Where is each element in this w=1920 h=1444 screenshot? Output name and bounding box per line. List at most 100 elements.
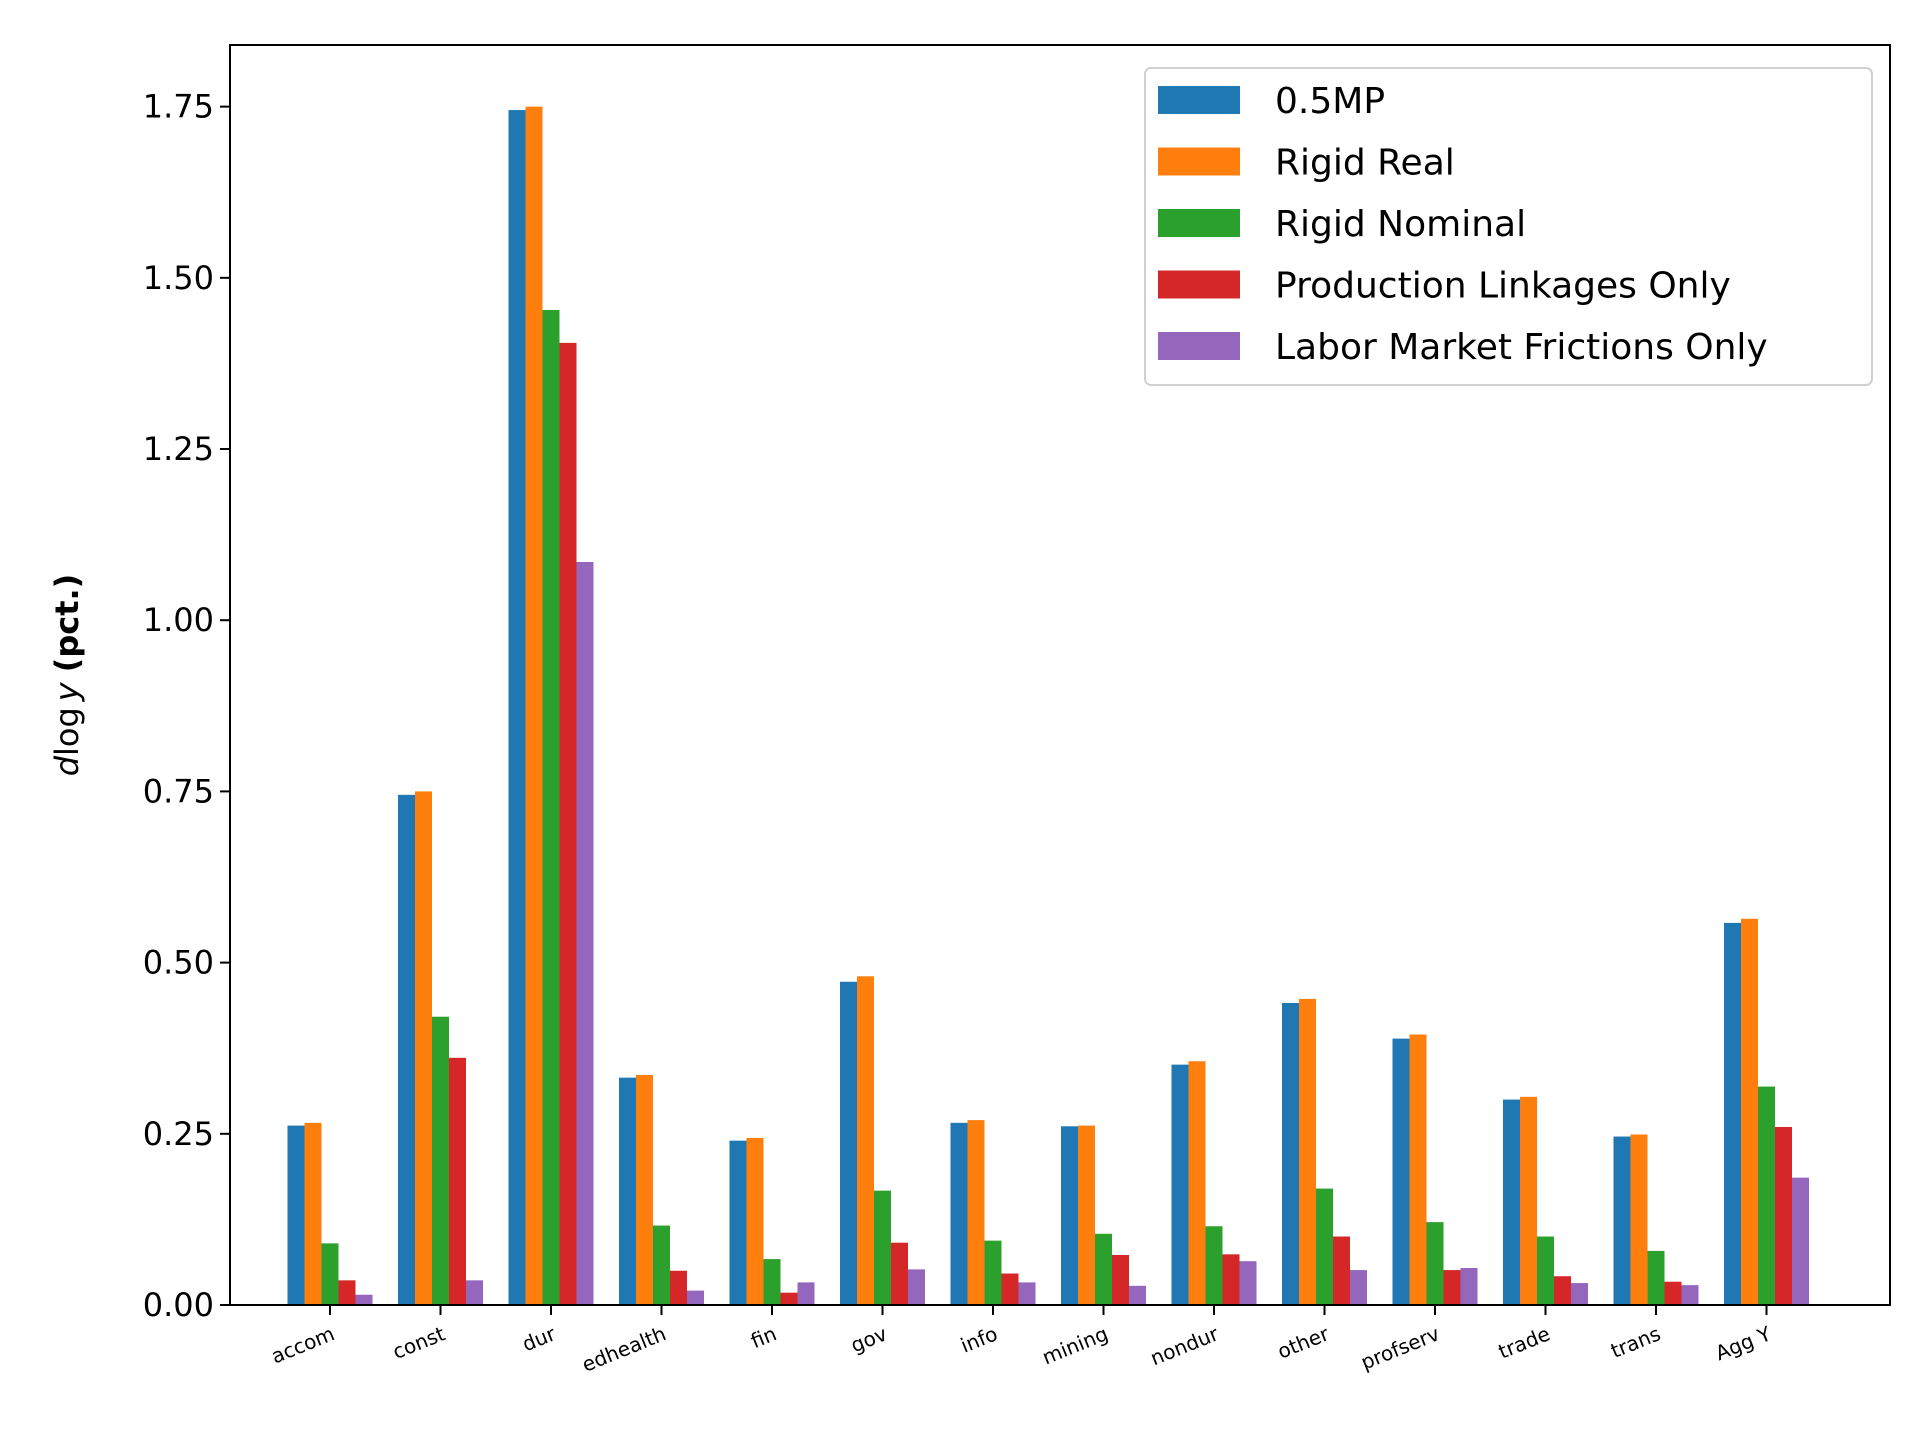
legend-swatch bbox=[1158, 332, 1240, 360]
y-tick-label: 1.50 bbox=[143, 259, 214, 297]
bar-other-series-4 bbox=[1350, 1270, 1367, 1305]
bar-const-series-4 bbox=[466, 1280, 483, 1305]
bar-other-series-0 bbox=[1282, 1003, 1299, 1305]
bar-edhealth-series-2 bbox=[653, 1225, 670, 1305]
bar-nondur-series-2 bbox=[1205, 1226, 1223, 1305]
bar-other-series-2 bbox=[1316, 1188, 1333, 1305]
bar-fin-series-3 bbox=[780, 1292, 798, 1305]
bar-mining-series-1 bbox=[1078, 1125, 1095, 1305]
x-tick-label: trans bbox=[1607, 1321, 1664, 1363]
bar-accom-series-0 bbox=[287, 1125, 305, 1305]
bar-accom-series-1 bbox=[304, 1122, 322, 1305]
bar-trans-series-3 bbox=[1664, 1281, 1682, 1305]
x-tick-label: mining bbox=[1039, 1321, 1112, 1369]
legend-label: 0.5MP bbox=[1275, 81, 1385, 122]
bar-info-series-1 bbox=[967, 1120, 985, 1305]
legend-swatch bbox=[1158, 209, 1240, 237]
bar-profserv-series-2 bbox=[1426, 1222, 1444, 1305]
bar-nondur-series-0 bbox=[1171, 1064, 1189, 1305]
bar-mining-series-3 bbox=[1112, 1255, 1129, 1305]
bar-edhealth-series-1 bbox=[636, 1074, 653, 1305]
bar-trade-series-4 bbox=[1571, 1283, 1588, 1305]
bar-fin-series-2 bbox=[763, 1259, 781, 1305]
bar-trans-series-0 bbox=[1613, 1136, 1631, 1305]
bar-dur-series-3 bbox=[559, 342, 577, 1305]
bar-profserv-series-3 bbox=[1443, 1270, 1461, 1305]
bar-agg-y-series-4 bbox=[1792, 1177, 1809, 1305]
bar-mining-series-0 bbox=[1061, 1126, 1078, 1305]
x-tick-label: nondur bbox=[1147, 1321, 1223, 1370]
bar-fin-series-1 bbox=[746, 1137, 764, 1305]
bar-other-series-1 bbox=[1299, 998, 1316, 1305]
bar-const-series-0 bbox=[398, 794, 415, 1305]
legend-swatch bbox=[1158, 270, 1240, 299]
bar-gov-series-3 bbox=[891, 1242, 908, 1305]
bar-profserv-series-4 bbox=[1460, 1268, 1478, 1305]
bar-agg-y-series-0 bbox=[1724, 922, 1741, 1305]
bar-fin-series-4 bbox=[797, 1282, 815, 1305]
bar-trade-series-1 bbox=[1520, 1096, 1537, 1305]
y-tick-label: 1.75 bbox=[143, 88, 214, 126]
bar-fin-series-0 bbox=[729, 1140, 747, 1305]
bar-profserv-series-0 bbox=[1392, 1038, 1410, 1305]
bar-accom-series-4 bbox=[355, 1294, 373, 1305]
bar-dur-series-0 bbox=[508, 110, 526, 1305]
x-tick-label: gov bbox=[847, 1321, 890, 1357]
bar-nondur-series-4 bbox=[1239, 1261, 1257, 1305]
y-tick-label: 1.00 bbox=[143, 601, 214, 639]
y-axis-ticks: 0.00 0.25 0.50 0.75 1.00 1.25 1.50 1.75 bbox=[143, 88, 230, 1324]
plot-frame bbox=[229, 44, 1891, 1306]
bar-trans-series-2 bbox=[1647, 1250, 1665, 1305]
x-tick-label: const bbox=[389, 1321, 448, 1364]
bar-profserv-series-1 bbox=[1409, 1034, 1427, 1305]
bar-trade-series-0 bbox=[1503, 1099, 1520, 1305]
x-tick-label: Agg Y bbox=[1712, 1321, 1775, 1365]
bar-other-series-3 bbox=[1333, 1236, 1350, 1305]
y-tick-label: 0.25 bbox=[143, 1115, 214, 1153]
bar-accom-series-2 bbox=[321, 1243, 339, 1305]
bar-nondur-series-3 bbox=[1222, 1254, 1240, 1305]
bar-edhealth-series-3 bbox=[670, 1270, 687, 1305]
legend-label: Rigid Nominal bbox=[1275, 204, 1526, 245]
bar-info-series-4 bbox=[1018, 1282, 1036, 1305]
legend-label: Labor Market Frictions Only bbox=[1275, 327, 1768, 368]
bar-trade-series-2 bbox=[1537, 1236, 1554, 1305]
x-tick-label: edhealth bbox=[579, 1321, 670, 1376]
y-tick-label: 0.75 bbox=[143, 772, 214, 810]
legend-label: Production Linkages Only bbox=[1275, 266, 1731, 307]
legend-frame bbox=[1144, 67, 1873, 386]
bar-gov-series-4 bbox=[908, 1269, 925, 1305]
y-tick-label: 1.25 bbox=[143, 430, 214, 468]
x-tick-label: other bbox=[1274, 1321, 1333, 1364]
bar-mining-series-4 bbox=[1129, 1285, 1146, 1305]
bar-nondur-series-1 bbox=[1188, 1061, 1206, 1305]
x-tick-label: fin bbox=[747, 1321, 779, 1353]
bar-edhealth-series-0 bbox=[619, 1077, 636, 1305]
bar-agg-y-series-3 bbox=[1775, 1126, 1792, 1305]
bar-info-series-0 bbox=[950, 1122, 968, 1305]
x-axis-ticks: accom const dur edhealth fin gov info mining non… bbox=[268, 1305, 1775, 1377]
bar-trans-series-4 bbox=[1681, 1285, 1699, 1305]
bar-info-series-2 bbox=[984, 1240, 1002, 1305]
bars-group bbox=[287, 106, 1809, 1305]
bar-gov-series-1 bbox=[857, 976, 874, 1305]
y-tick-label: 0.50 bbox=[143, 944, 214, 982]
bar-const-series-2 bbox=[432, 1016, 449, 1305]
bar-accom-series-3 bbox=[338, 1280, 356, 1305]
bar-info-series-3 bbox=[1001, 1273, 1019, 1305]
axes-group bbox=[229, 44, 1891, 1306]
legend-swatch bbox=[1158, 147, 1240, 176]
bar-edhealth-series-4 bbox=[687, 1290, 704, 1305]
bar-agg-y-series-2 bbox=[1758, 1086, 1775, 1305]
y-axis-label: dlogy(pct.) bbox=[48, 574, 86, 777]
bar-gov-series-2 bbox=[874, 1190, 891, 1305]
bar-trans-series-1 bbox=[1630, 1134, 1648, 1305]
bar-gov-series-0 bbox=[840, 981, 857, 1305]
bar-dur-series-4 bbox=[576, 562, 594, 1305]
x-tick-label: info bbox=[957, 1321, 1001, 1357]
x-tick-label: accom bbox=[268, 1321, 338, 1368]
bar-const-series-1 bbox=[415, 791, 432, 1305]
y-tick-label: 0.00 bbox=[143, 1286, 214, 1324]
